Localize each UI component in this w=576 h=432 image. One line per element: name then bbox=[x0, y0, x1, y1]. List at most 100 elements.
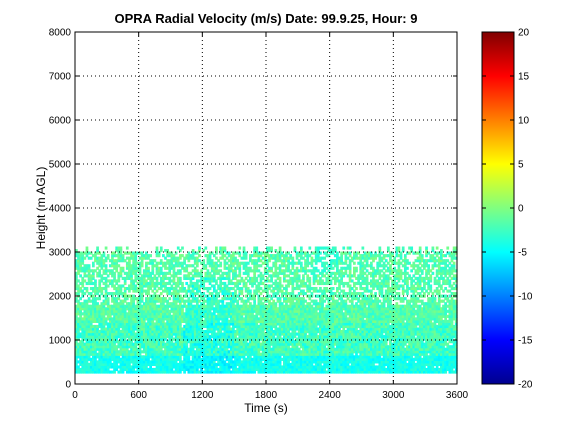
heat-cell bbox=[285, 327, 288, 331]
heat-cell bbox=[268, 314, 271, 318]
heat-cell bbox=[321, 289, 324, 293]
heat-cell bbox=[102, 319, 106, 323]
heat-cell bbox=[142, 335, 146, 339]
heat-cell bbox=[278, 342, 282, 346]
heat-cell bbox=[289, 347, 293, 351]
heat-cell bbox=[306, 264, 310, 268]
heat-cell bbox=[153, 304, 157, 308]
heat-cell bbox=[253, 329, 256, 334]
heat-cell bbox=[314, 289, 318, 293]
heat-cell bbox=[204, 370, 208, 374]
heat-cell bbox=[162, 312, 165, 316]
heat-cell bbox=[234, 304, 237, 308]
heat-cell bbox=[151, 350, 155, 354]
heat-cell bbox=[293, 367, 297, 372]
heat-cell bbox=[208, 317, 212, 321]
heat-cell bbox=[172, 281, 176, 286]
heat-cell bbox=[323, 335, 327, 339]
heat-cell bbox=[108, 342, 112, 346]
heat-cell bbox=[240, 335, 244, 339]
heat-cell bbox=[119, 292, 123, 296]
heat-cell bbox=[187, 360, 191, 364]
heat-cell bbox=[306, 337, 310, 341]
heat-cell bbox=[291, 276, 295, 280]
heat-cell bbox=[331, 294, 335, 298]
heat-cell bbox=[276, 307, 280, 311]
heat-cell bbox=[138, 329, 142, 334]
heat-cell bbox=[157, 314, 161, 318]
heat-cell bbox=[299, 337, 303, 341]
heat-cell bbox=[106, 360, 110, 364]
heat-cell bbox=[319, 271, 322, 275]
heat-cell bbox=[280, 254, 284, 258]
heat-cell bbox=[304, 355, 307, 359]
heat-cell bbox=[176, 362, 180, 367]
heat-cell bbox=[293, 352, 297, 356]
heat-cell bbox=[314, 327, 318, 331]
heat-cell bbox=[234, 370, 237, 374]
heat-cell bbox=[172, 357, 176, 361]
heat-cell bbox=[227, 254, 231, 258]
heat-cell bbox=[121, 360, 125, 364]
heat-cell bbox=[325, 342, 329, 346]
heat-cell bbox=[91, 297, 95, 301]
heat-cell bbox=[232, 254, 235, 258]
heat-cell bbox=[257, 355, 261, 359]
heat-cell bbox=[102, 251, 106, 255]
heat-cell bbox=[257, 319, 261, 323]
heat-cell bbox=[142, 269, 146, 273]
heat-cell bbox=[206, 297, 210, 301]
heat-cell bbox=[229, 319, 233, 323]
heat-cell bbox=[115, 319, 119, 323]
heat-cell bbox=[206, 362, 210, 367]
heat-cell bbox=[263, 266, 267, 270]
heat-cell bbox=[87, 337, 91, 341]
heat-cell bbox=[147, 274, 150, 278]
heat-cell bbox=[270, 302, 273, 306]
heat-cell bbox=[325, 357, 329, 361]
heat-cell bbox=[210, 251, 214, 255]
heat-cell bbox=[299, 350, 303, 354]
heat-cell bbox=[187, 367, 191, 372]
heat-cell bbox=[304, 367, 307, 372]
heat-cell bbox=[206, 357, 210, 361]
heat-cell bbox=[285, 292, 288, 296]
heat-cell bbox=[249, 352, 252, 356]
heat-cell bbox=[164, 329, 167, 334]
heat-cell bbox=[155, 289, 159, 293]
heat-cell bbox=[270, 319, 273, 323]
heat-cell bbox=[238, 312, 242, 316]
heat-cell bbox=[159, 335, 163, 339]
heat-cell bbox=[297, 357, 301, 361]
heat-cell bbox=[321, 337, 324, 341]
heat-cell bbox=[83, 317, 87, 321]
heat-cell bbox=[280, 347, 284, 351]
heat-cell bbox=[176, 340, 180, 344]
heat-cell bbox=[210, 319, 214, 323]
heat-cell bbox=[149, 370, 152, 374]
heat-cell bbox=[145, 317, 148, 321]
heat-cell bbox=[229, 329, 233, 334]
heat-cell bbox=[219, 329, 223, 334]
heat-cell bbox=[208, 256, 212, 260]
heat-cell bbox=[289, 304, 293, 308]
heat-cell bbox=[227, 365, 231, 369]
heat-cell bbox=[274, 307, 278, 311]
heat-cell bbox=[270, 317, 273, 321]
heat-cell bbox=[162, 319, 165, 323]
heat-cell bbox=[325, 312, 329, 316]
heat-cell bbox=[217, 314, 220, 318]
heat-cell bbox=[193, 271, 197, 275]
heat-cell bbox=[280, 340, 284, 344]
heat-cell bbox=[253, 324, 256, 329]
heat-cell bbox=[187, 274, 191, 278]
heat-cell bbox=[261, 322, 265, 326]
heat-cell bbox=[140, 256, 144, 260]
heat-cell bbox=[119, 289, 123, 293]
heat-cell bbox=[77, 345, 80, 349]
heat-cell bbox=[212, 335, 216, 339]
heat-cell bbox=[266, 360, 269, 364]
heat-cell bbox=[202, 350, 206, 354]
heat-cell bbox=[308, 332, 312, 336]
heat-cell bbox=[89, 307, 93, 311]
